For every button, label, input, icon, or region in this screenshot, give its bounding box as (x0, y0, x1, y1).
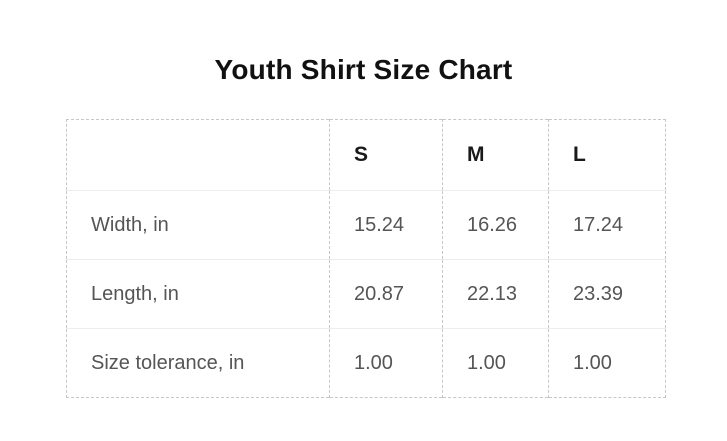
header-cell-size-m: M (442, 119, 549, 191)
cell-width-s: 15.24 (329, 190, 443, 260)
row-label-length: Length, in (66, 259, 330, 329)
table-row-length: Length, in 20.87 22.13 23.39 (66, 259, 666, 329)
cell-length-m: 22.13 (442, 259, 549, 329)
cell-length-l: 23.39 (548, 259, 666, 329)
cell-width-l: 17.24 (548, 190, 666, 260)
cell-width-m: 16.26 (442, 190, 549, 260)
header-cell-empty (67, 120, 330, 191)
size-chart-table: S M L Width, in 15.24 16.26 17.24 Length… (66, 119, 666, 398)
cell-tolerance-m: 1.00 (442, 328, 549, 398)
cell-tolerance-l: 1.00 (548, 328, 666, 398)
table-header-row: S M L (67, 119, 666, 191)
header-cell-size-l: L (548, 119, 666, 191)
page-title: Youth Shirt Size Chart (214, 54, 513, 85)
cell-length-s: 20.87 (329, 259, 443, 329)
row-label-size-tolerance: Size tolerance, in (66, 328, 330, 398)
table-row-width: Width, in 15.24 16.26 17.24 (66, 190, 666, 260)
table-row-size-tolerance: Size tolerance, in 1.00 1.00 1.00 (66, 328, 666, 398)
cell-tolerance-s: 1.00 (329, 328, 443, 398)
row-label-width: Width, in (66, 190, 330, 260)
header-cell-size-s: S (329, 119, 443, 191)
